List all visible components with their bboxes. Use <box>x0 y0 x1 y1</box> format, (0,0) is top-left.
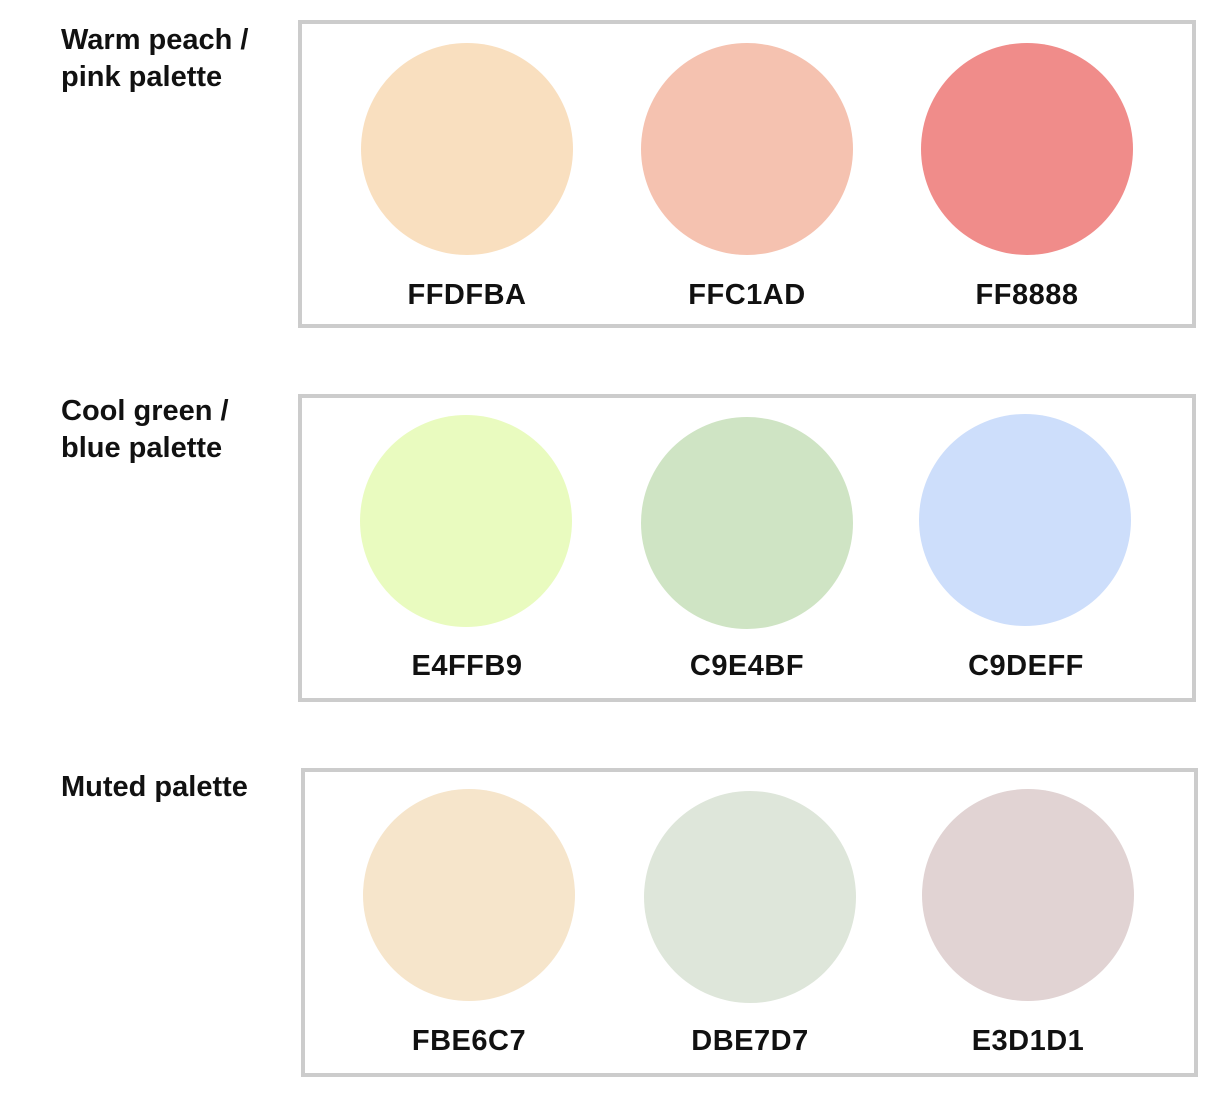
palette-card-muted: FBE6C7 DBE7D7 E3D1D1 <box>301 768 1198 1077</box>
palette-label-line: Warm peach / <box>61 24 249 56</box>
color-swatch <box>644 791 856 1003</box>
color-swatch <box>363 789 575 1001</box>
palette-label-line: blue palette <box>61 432 223 464</box>
color-swatch <box>919 414 1131 626</box>
palette-label-muted: Muted palette <box>61 769 291 806</box>
color-swatch <box>361 43 573 255</box>
hex-code-label: FFDFBA <box>407 279 527 311</box>
hex-code-label: C9E4BF <box>689 650 805 682</box>
hex-code-label: FF8888 <box>975 279 1079 311</box>
hex-code-label: FBE6C7 <box>411 1025 527 1057</box>
palette-label-cool: Cool green / blue palette <box>61 393 291 467</box>
palette-label-warm: Warm peach / pink palette <box>61 22 291 96</box>
hex-code-label: E4FFB9 <box>411 650 523 682</box>
hex-code-label: C9DEFF <box>968 650 1084 682</box>
palette-card-cool: E4FFB9 C9E4BF C9DEFF <box>298 394 1196 702</box>
palette-label-line: pink palette <box>61 61 223 93</box>
color-swatch <box>641 417 853 629</box>
palette-label-line: Muted palette <box>61 771 248 803</box>
hex-code-label: FFC1AD <box>688 279 806 311</box>
palette-label-line: Cool green / <box>61 395 229 427</box>
palette-card-warm: FFDFBA FFC1AD FF8888 <box>298 20 1196 328</box>
color-swatch <box>922 789 1134 1001</box>
hex-code-label: DBE7D7 <box>691 1025 809 1057</box>
color-swatch <box>641 43 853 255</box>
hex-code-label: E3D1D1 <box>971 1025 1085 1057</box>
color-swatch <box>921 43 1133 255</box>
color-swatch <box>360 415 572 627</box>
